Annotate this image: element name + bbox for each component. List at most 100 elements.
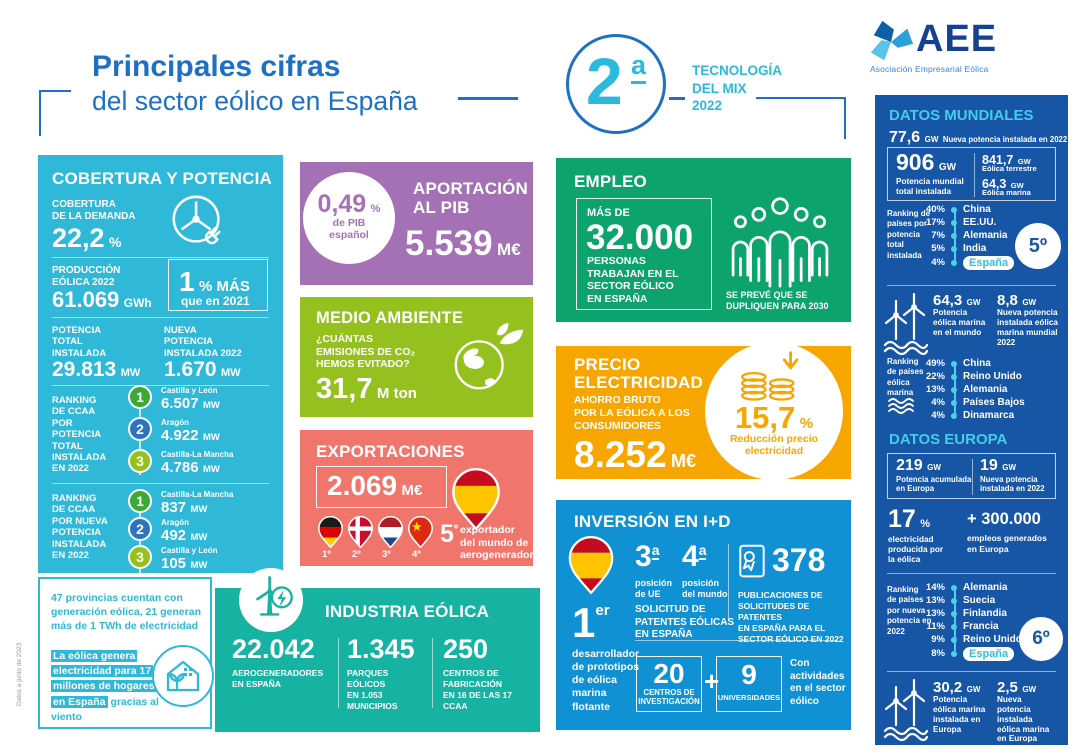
- rank-row: 13% Alemania: [917, 383, 1007, 396]
- rank-total-item-2: 2 Aragón 4.922 MW: [128, 417, 220, 445]
- rank-row: 22% Reino Unido: [917, 370, 1022, 383]
- primer-sub: desarrollador de prototipos de eólica ma…: [572, 648, 640, 713]
- stat-parques-value: 1.345: [347, 634, 415, 664]
- pct: 13%: [925, 608, 945, 619]
- rank-row: 7% Alemania: [917, 229, 1007, 242]
- empleo-value: 32.000: [586, 218, 694, 257]
- aee-logo-tagline: Asociación Empresarial Eólica: [870, 64, 989, 74]
- reduccion-number: 15,7: [734, 400, 796, 435]
- medio-question: ¿CUÁNTAS EMISIONES DE CO₂ HEMOS EVITADO?: [316, 333, 416, 371]
- plus-sign: +: [704, 666, 720, 696]
- stat-centros-value: 250: [443, 634, 489, 664]
- electricidad-value: 17 %: [888, 507, 930, 532]
- europa-box: 219 GW Potencia acumulada en Europa 19 G…: [887, 453, 1056, 499]
- dot-icon: [951, 373, 957, 380]
- house-plant-circle: [152, 645, 214, 707]
- dot-icon: [951, 259, 957, 266]
- marina-nueva-label: Nueva potencia instalada eólica marina m…: [997, 308, 1058, 347]
- country: China: [963, 204, 991, 215]
- rank-row: 13% Finlandia: [917, 607, 1007, 620]
- primer-number: 1: [572, 599, 596, 646]
- country: Alemania: [963, 582, 1008, 593]
- rank-mundial-label: Ranking de países por potencia total ins…: [887, 209, 931, 260]
- export-unit: M€: [401, 482, 423, 499]
- country: Alemania: [963, 230, 1008, 241]
- actividades-note: Con actividades en el sector eólico: [790, 658, 846, 707]
- acumulada-label: Potencia acumulada en Europa: [896, 475, 972, 494]
- posicion-ue-sub: posición de UE: [635, 578, 673, 599]
- unit: MW: [190, 532, 208, 543]
- mas-value: 1 % MÁS: [179, 268, 250, 296]
- pib-title: APORTACIÓN AL PIB: [413, 179, 529, 217]
- mas-sub: que en 2021: [181, 294, 250, 308]
- dot-icon: [951, 232, 957, 239]
- marina-europa-nueva-label: Nueva potencia instalada eólica marina e…: [997, 695, 1050, 744]
- turbine-bolt-circle: [239, 568, 303, 632]
- potencia-total-unit: MW: [120, 367, 141, 379]
- value: 77,6: [889, 129, 921, 146]
- universidades-label: UNIVERSIDADES: [717, 693, 781, 702]
- value: 6.507: [161, 395, 199, 412]
- marina-mundo-label: Potencia eólica marina en el mundo: [933, 308, 986, 337]
- value: 17: [888, 505, 916, 533]
- patentes-value: 378: [772, 542, 826, 578]
- rank-circle-3: 3: [128, 545, 152, 569]
- unit: MW: [190, 560, 208, 571]
- badge-bracket-right: [756, 97, 846, 139]
- patentes-sub: PUBLICACIONES DE SOLICITUDES DE PATENTES…: [738, 590, 844, 644]
- export-value-box: 2.069 M€: [316, 466, 447, 508]
- terrestre-value: 841,7 GW: [982, 151, 1031, 169]
- dot-icon: [951, 206, 957, 213]
- rank-row: 13% Suecia: [917, 594, 995, 607]
- pib-number: 5.539: [405, 224, 493, 263]
- pct: 17%: [925, 217, 945, 228]
- country: EE.UU.: [963, 217, 997, 228]
- badge-number: 2: [586, 44, 623, 118]
- rank-row: 4% Dinamarca: [917, 409, 1014, 422]
- side-note: Datos a junio de 2023: [16, 642, 23, 706]
- inversion-title: INVERSIÓN EN I+D: [574, 512, 731, 531]
- rank-nueva-item-1: 1 Castilla-La Mancha 837 MW: [128, 489, 233, 517]
- pct: %: [920, 518, 931, 530]
- precio-value: 8.252 M€: [574, 436, 696, 473]
- region: Aragón: [161, 418, 189, 427]
- rank-row-espana: 8% España: [917, 646, 1015, 661]
- rank-5-badge: 5º: [1015, 223, 1061, 269]
- unit: GW: [927, 463, 941, 472]
- hogares-rest: gracias al viento: [51, 695, 159, 723]
- posicion-mundo: 4a: [682, 542, 707, 572]
- marina-europa-nueva-value: 2,5 GW: [997, 679, 1036, 697]
- unit: GW: [1002, 463, 1017, 472]
- demanda-value: 22,2 %: [52, 225, 121, 252]
- value: 64,3: [982, 177, 1007, 191]
- flag-rank-1: 1º: [322, 549, 331, 560]
- rank-marina-label: Ranking de países eólica marina: [887, 357, 924, 398]
- precio-sub: AHORRO BRUTO POR LA EÓLICA A LOS CONSUMI…: [574, 394, 690, 433]
- house-plant-icon: [166, 660, 200, 692]
- mas-number: 1: [179, 266, 195, 297]
- provincias-text: 47 provincias cuentan con generación eól…: [51, 592, 201, 633]
- rank-row: 5% India: [917, 242, 986, 255]
- centros-box: 20 CENTROS DE INVESTIGACIÓN: [636, 656, 702, 712]
- nueva-potencia-value: 1.670 MW: [164, 359, 241, 381]
- produccion-number: 61.069: [52, 287, 120, 312]
- pib-pct-number: 0,49: [317, 190, 367, 218]
- panel-medio-ambiente: MEDIO AMBIENTE ¿CUÁNTAS EMISIONES DE CO₂…: [300, 297, 533, 417]
- offshore-turbines-icon: [883, 293, 929, 355]
- panel-cobertura: COBERTURA Y POTENCIA COBERTURA DE LA DEM…: [38, 155, 283, 579]
- mundiales-title: DATOS MUNDIALES: [889, 107, 1034, 124]
- empleo-pre: MÁS DE: [587, 207, 630, 219]
- nueva-potencia-unit: MW: [221, 367, 241, 379]
- country: Reino Unido: [963, 371, 1022, 382]
- title-dash: [458, 97, 518, 100]
- empleo-note: SE PREVÉ QUE SE DUPLIQUEN PARA 2030: [726, 290, 829, 312]
- dot-icon: [951, 610, 957, 617]
- rank-total-item-1: 1 Castilla y León 6.507 MW: [128, 385, 220, 413]
- value: 64,3: [933, 292, 963, 309]
- rank-row: 4% Países Bajos: [917, 396, 1024, 409]
- waves-icon: [888, 398, 914, 414]
- country: Finlandia: [963, 608, 1007, 619]
- europa-nueva-label: Nueva potencia instalada en 2022: [980, 475, 1045, 494]
- value: 837: [161, 499, 187, 516]
- total-label: Potencia mundial total instalada: [896, 177, 964, 196]
